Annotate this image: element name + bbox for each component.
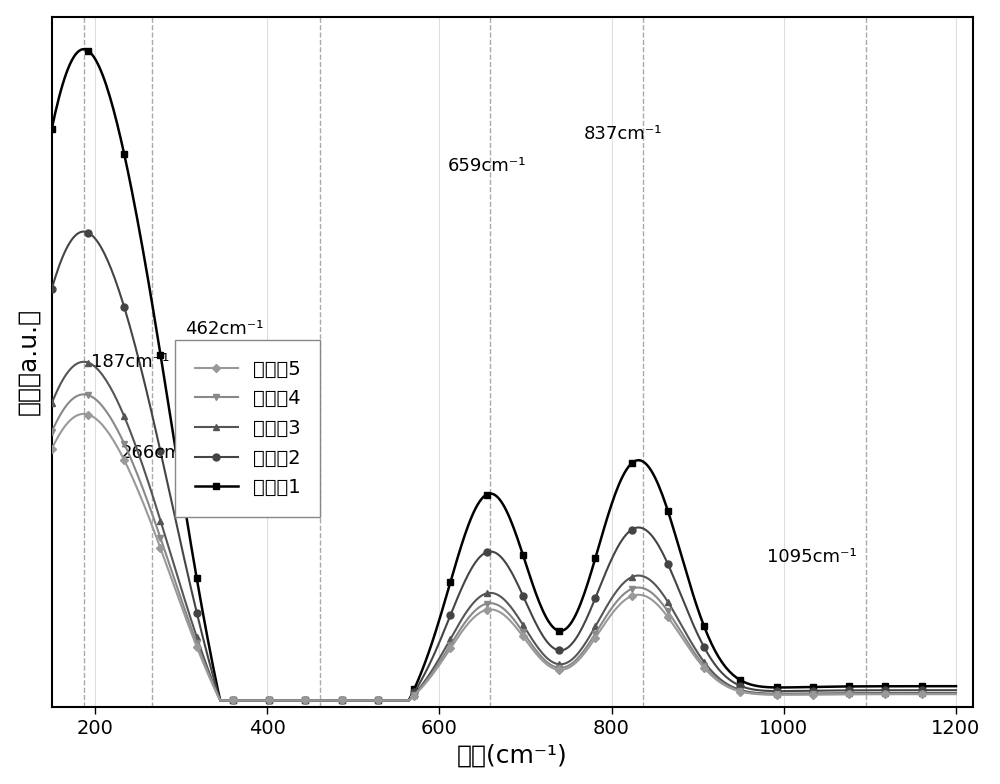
实施例4	[791, 690, 803, 699]
实施例3	[950, 688, 962, 698]
实施例1	[214, 695, 226, 705]
实施例5	[46, 445, 58, 454]
实施例2	[484, 546, 496, 556]
Legend: 实施例5, 实施例4, 实施例3, 实施例2, 实施例1: 实施例5, 实施例4, 实施例3, 实施例2, 实施例1	[181, 346, 315, 511]
实施例2	[214, 695, 226, 705]
Line: 实施例1: 实施例1	[48, 45, 959, 704]
实施例4	[46, 427, 58, 437]
实施例1	[78, 45, 90, 54]
实施例2	[479, 548, 491, 557]
实施例5	[950, 689, 962, 699]
Text: 462cm⁻¹: 462cm⁻¹	[185, 320, 264, 338]
实施例3	[479, 590, 491, 599]
实施例5	[932, 689, 944, 699]
实施例1	[539, 610, 551, 619]
实施例1	[588, 560, 600, 569]
实施例5	[479, 606, 491, 615]
实施例3	[539, 651, 551, 660]
实施例4	[484, 598, 496, 608]
Text: 266cm⁻¹: 266cm⁻¹	[121, 444, 199, 462]
实施例3	[46, 398, 58, 408]
Y-axis label: 强度（a.u.）: 强度（a.u.）	[17, 308, 41, 416]
实施例1	[479, 491, 491, 500]
实施例4	[479, 600, 491, 609]
实施例1	[484, 489, 496, 499]
实施例1	[46, 124, 58, 133]
Line: 实施例3: 实施例3	[48, 358, 959, 704]
实施例4	[539, 655, 551, 665]
实施例5	[78, 409, 90, 419]
实施例4	[932, 689, 944, 699]
实施例2	[78, 227, 90, 236]
Text: 1095cm⁻¹: 1095cm⁻¹	[767, 548, 856, 566]
X-axis label: 波长(cm⁻¹): 波长(cm⁻¹)	[457, 743, 568, 768]
实施例5	[214, 695, 226, 705]
实施例3	[214, 695, 226, 705]
实施例3	[78, 358, 90, 367]
Line: 实施例5: 实施例5	[49, 411, 959, 703]
实施例5	[791, 690, 803, 699]
实施例4	[950, 689, 962, 699]
实施例3	[484, 588, 496, 597]
实施例2	[791, 686, 803, 695]
实施例4	[78, 390, 90, 399]
Text: 187cm⁻¹: 187cm⁻¹	[91, 353, 169, 371]
实施例2	[46, 284, 58, 293]
实施例1	[791, 683, 803, 692]
实施例5	[539, 658, 551, 667]
实施例4	[214, 695, 226, 705]
实施例2	[539, 633, 551, 643]
实施例3	[791, 689, 803, 699]
实施例5	[484, 604, 496, 614]
实施例2	[932, 685, 944, 695]
Text: 837cm⁻¹: 837cm⁻¹	[584, 125, 662, 143]
Text: 659cm⁻¹: 659cm⁻¹	[448, 158, 526, 176]
实施例2	[588, 597, 600, 607]
实施例1	[932, 681, 944, 691]
Line: 实施例2: 实施例2	[48, 228, 959, 704]
实施例3	[932, 688, 944, 698]
实施例5	[588, 636, 600, 645]
实施例4	[588, 632, 600, 641]
实施例1	[950, 681, 962, 691]
Line: 实施例4: 实施例4	[48, 391, 959, 704]
实施例2	[950, 685, 962, 695]
实施例3	[588, 625, 600, 634]
